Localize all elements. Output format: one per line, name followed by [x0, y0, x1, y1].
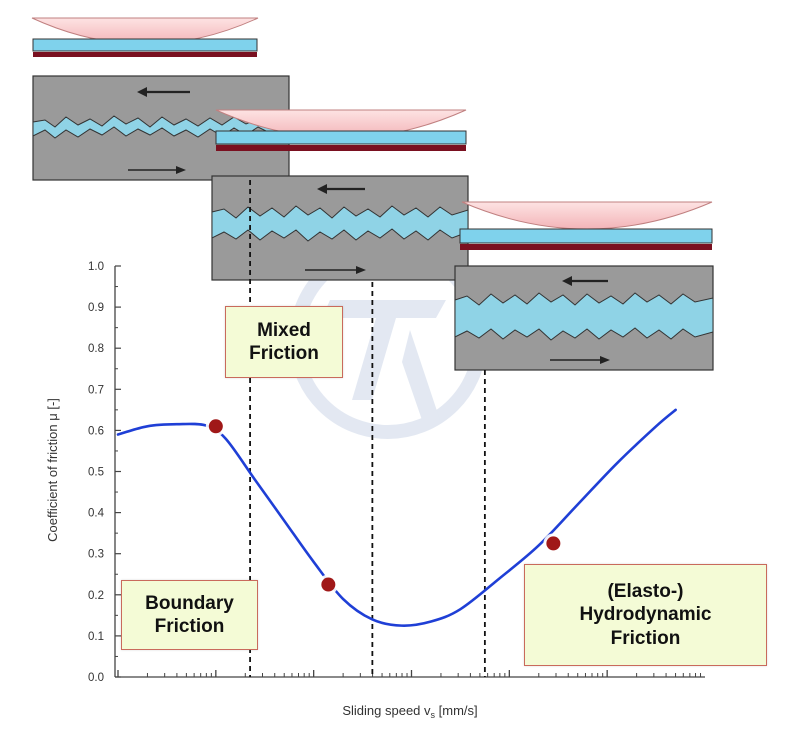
y-axis: 0.0 0.1 0.2 0.3 0.4 0.5 0.6 0.7 0.8 0.9 1.0: [88, 261, 121, 684]
x-axis: [115, 670, 705, 678]
y-tick-label: 0.5: [88, 467, 104, 479]
x-axis-title: Sliding speed vs [mm/s]: [342, 703, 477, 720]
y-tick-label: 1.0: [88, 261, 104, 273]
y-tick-label: 0.1: [88, 631, 104, 643]
curve-marker: [208, 419, 223, 434]
y-tick-label: 0.0: [88, 672, 104, 684]
y-tick-label: 0.6: [88, 425, 104, 437]
curve-markers: [205, 416, 564, 595]
y-tick-group: 0.0 0.1 0.2 0.3 0.4 0.5 0.6 0.7 0.8 0.9 1.0: [88, 261, 121, 684]
y-tick-label: 0.9: [88, 302, 104, 314]
y-axis-title: Coefficient of friction μ [-]: [45, 398, 60, 542]
y-tick-label: 0.8: [88, 343, 104, 355]
curve-marker: [321, 577, 336, 592]
region-label-mixed: Mixed Friction: [225, 306, 343, 378]
contact-schematic-boundary: [31, 17, 290, 181]
y-tick-label: 0.3: [88, 549, 104, 561]
y-tick-label: 0.4: [88, 508, 105, 520]
contact-schematic-mixed: [211, 109, 469, 281]
y-tick-label: 0.7: [88, 384, 104, 396]
region-label-boundary: Boundary Friction: [121, 580, 258, 650]
region-label-hydrodynamic: (Elasto-) Hydrodynamic Friction: [524, 564, 767, 666]
contact-schematic-hydrodynamic: [454, 201, 714, 371]
x-tick-group: [117, 670, 702, 677]
curve-marker: [546, 536, 561, 551]
y-tick-label: 0.2: [88, 590, 104, 602]
